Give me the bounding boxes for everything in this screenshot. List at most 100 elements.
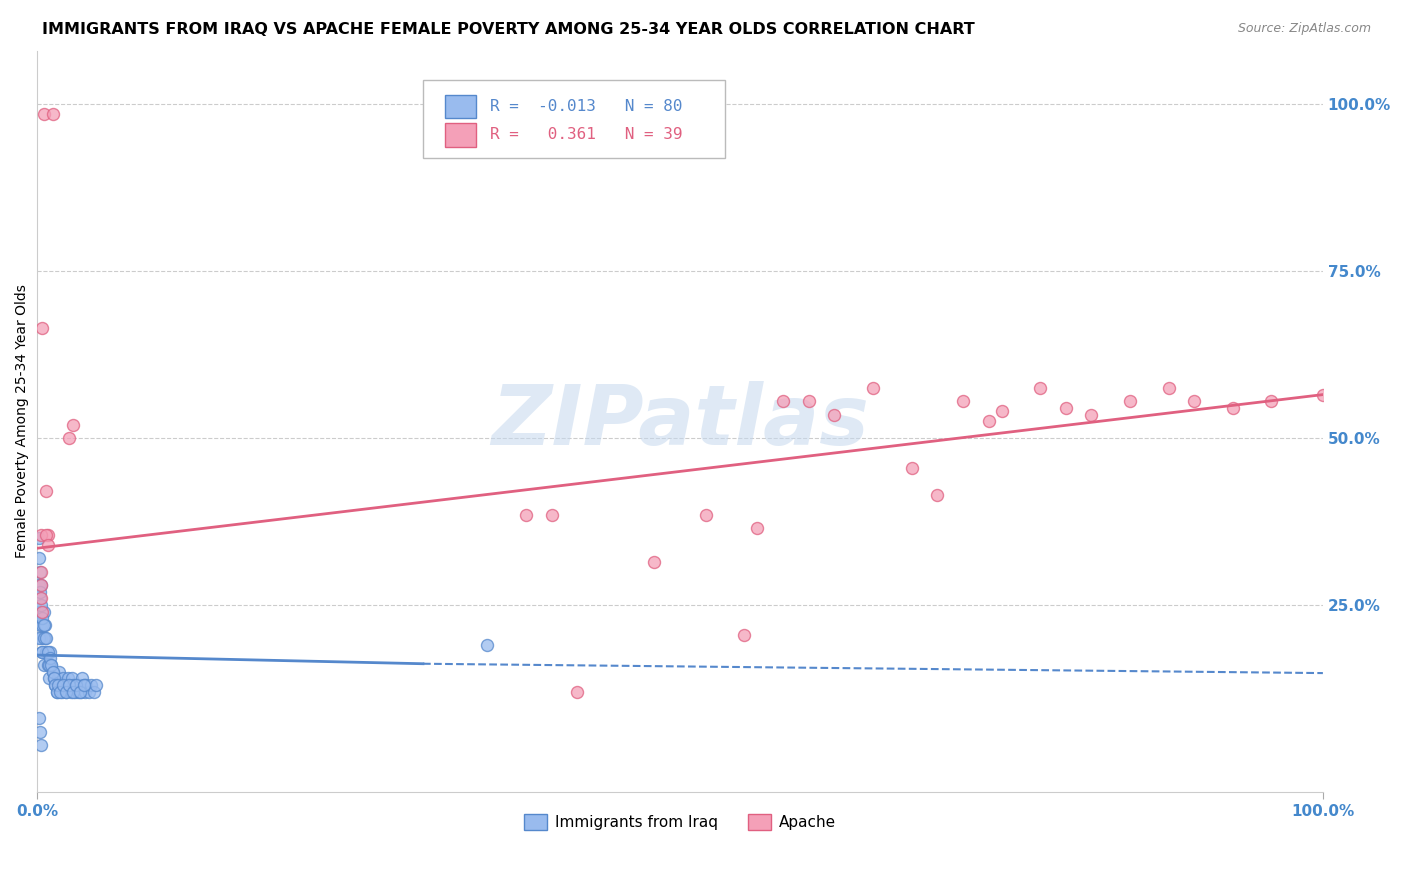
Point [1312,387,1334,401]
Point [55,685,77,699]
Point [69,685,91,699]
Point [49,685,72,699]
Point [35,632,58,646]
Point [49,678,72,692]
Point [31,618,53,632]
Point [927,488,949,502]
Point [695,508,717,522]
Text: R =  -0.013   N = 80: R = -0.013 N = 80 [489,99,682,114]
Point [83,685,105,699]
Point [30,528,52,542]
Point [58,431,80,445]
Point [58,678,80,692]
Point [32,107,55,121]
Point [28,584,51,599]
Point [30,598,52,612]
Point [44,678,66,692]
Point [73,685,96,699]
Point [38,658,60,673]
Point [69,678,91,692]
Point [823,408,845,422]
Point [45,685,67,699]
Point [38,672,60,686]
Point [46,672,69,686]
Point [56,672,79,686]
Point [62,685,84,699]
Point [42,665,65,679]
Point [45,685,67,699]
Point [772,394,794,409]
Point [31,611,53,625]
Point [540,508,562,522]
Point [862,381,884,395]
Point [55,685,77,699]
Point [990,404,1012,418]
Point [1157,381,1180,395]
Point [70,685,93,699]
Point [27,578,49,592]
Point [63,685,86,699]
Point [27,632,49,646]
Point [42,665,65,679]
Point [1182,394,1205,409]
Point [1119,394,1142,409]
Point [477,638,499,652]
Point [733,628,755,642]
Point [75,678,97,692]
Point [42,672,65,686]
Point [32,632,55,646]
Point [42,672,65,686]
Point [32,618,55,632]
Point [35,484,58,499]
Point [62,678,84,692]
Point [39,645,62,659]
Legend: Immigrants from Iraq, Apache: Immigrants from Iraq, Apache [517,808,842,836]
Point [72,678,94,692]
Point [53,678,76,692]
FancyBboxPatch shape [444,123,475,146]
Point [62,417,84,432]
Point [37,658,59,673]
Text: ZIPatlas: ZIPatlas [491,381,869,462]
Point [41,658,63,673]
Point [31,645,53,659]
Point [65,678,87,692]
Point [72,678,94,692]
Point [39,651,62,665]
Point [952,394,974,409]
Point [42,107,65,121]
Point [77,685,100,699]
Point [30,632,52,646]
Point [59,685,82,699]
Point [1054,401,1077,415]
Point [52,672,75,686]
Point [977,414,1000,428]
FancyBboxPatch shape [423,80,725,158]
FancyBboxPatch shape [444,95,475,119]
Point [30,578,52,592]
Point [27,605,49,619]
Point [30,578,52,592]
Point [37,645,59,659]
Point [28,618,51,632]
Point [31,321,53,335]
Point [67,685,90,699]
Point [32,605,55,619]
Point [37,538,59,552]
Point [27,711,49,725]
Point [80,678,103,692]
Point [797,394,820,409]
Point [44,678,66,692]
Point [515,508,537,522]
Point [52,678,75,692]
Text: Source: ZipAtlas.com: Source: ZipAtlas.com [1237,22,1371,36]
Point [1222,401,1244,415]
Point [900,461,922,475]
Point [56,678,79,692]
Point [30,591,52,606]
Point [30,565,52,579]
Point [643,555,665,569]
Y-axis label: Female Poverty Among 25-34 Year Olds: Female Poverty Among 25-34 Year Olds [15,285,30,558]
Point [30,605,52,619]
Point [60,672,83,686]
